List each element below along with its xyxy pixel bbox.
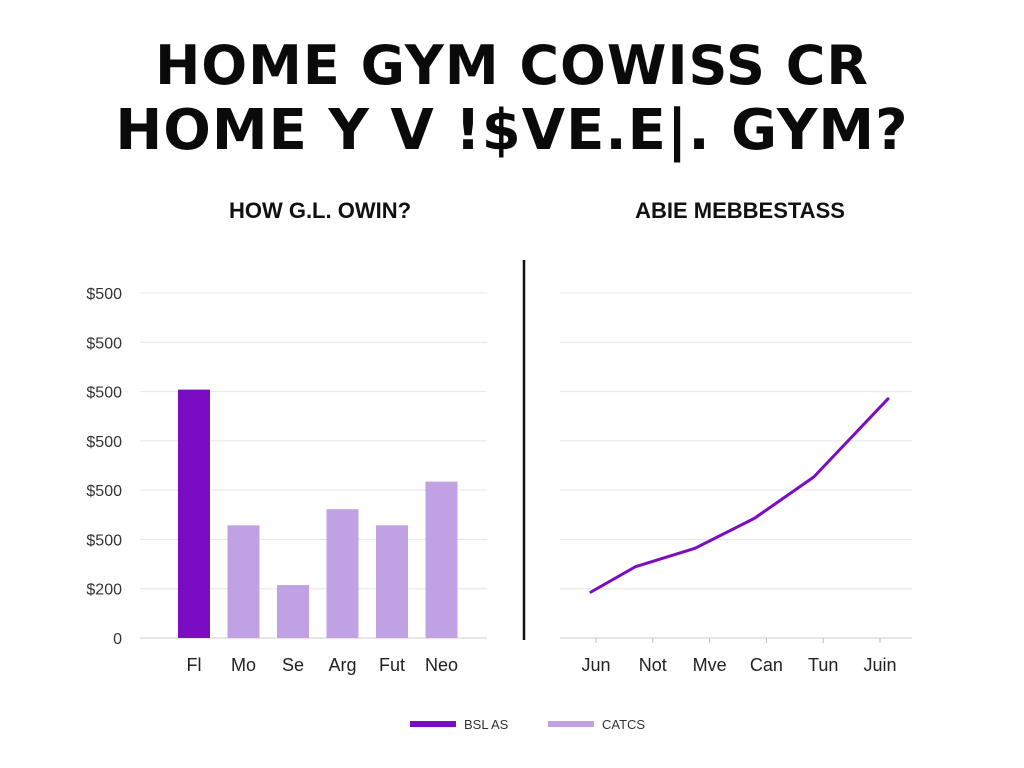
bar-y-tick-label: $200	[86, 582, 122, 599]
bar	[425, 481, 458, 638]
left-panel-title: HOW G.L. OWIN?	[228, 198, 412, 223]
bar-y-tick-label: $500	[86, 434, 122, 451]
line-x-tick-label: Tun	[808, 655, 838, 675]
line-series	[589, 397, 890, 594]
bar-x-tick-label: Fl	[187, 655, 202, 675]
legend-swatch-1	[410, 721, 456, 727]
line-x-tick-label: Mve	[693, 655, 727, 675]
legend-label-1: BSL AS	[464, 716, 509, 732]
bar	[376, 525, 408, 638]
line-x-tick-label: Juin	[863, 655, 896, 675]
bar-x-tick-label: Fut	[379, 655, 405, 675]
legend-label-2: CATCS	[602, 716, 646, 732]
bar-x-tick-label: Mo	[231, 655, 256, 675]
bar-y-tick-label: $500	[86, 532, 122, 549]
line-x-tick-label: Can	[750, 655, 783, 675]
bar-y-tick-label: $500	[86, 286, 122, 303]
bar	[326, 509, 359, 638]
bar	[178, 389, 210, 638]
bar-x-tick-label: Neo	[425, 655, 458, 675]
bar-y-tick-label: $500	[86, 335, 122, 352]
line-x-tick-label: Jun	[581, 655, 610, 675]
bar-x-tick-label: Se	[282, 655, 304, 675]
bar-y-tick-label: $500	[86, 385, 122, 402]
line-x-tick-label: Not	[639, 655, 667, 675]
legend-item-1: BSL AS	[410, 714, 508, 734]
bar	[277, 585, 309, 638]
chart-title-line-1: HOME GYM COWISS CR	[155, 34, 869, 97]
right-panel-title: ABIE MEBBESTASS	[635, 198, 845, 223]
legend-item-2: CATCS	[548, 714, 645, 734]
chart-title-line-2: HOME Y V !$VE.E|. GYM?	[115, 98, 909, 163]
legend-swatch-2	[548, 721, 594, 727]
bar-x-tick-label: Arg	[328, 655, 356, 675]
bar-y-tick-label: 0	[113, 631, 122, 648]
bar	[227, 525, 260, 638]
bar-y-tick-label: $500	[86, 483, 122, 500]
